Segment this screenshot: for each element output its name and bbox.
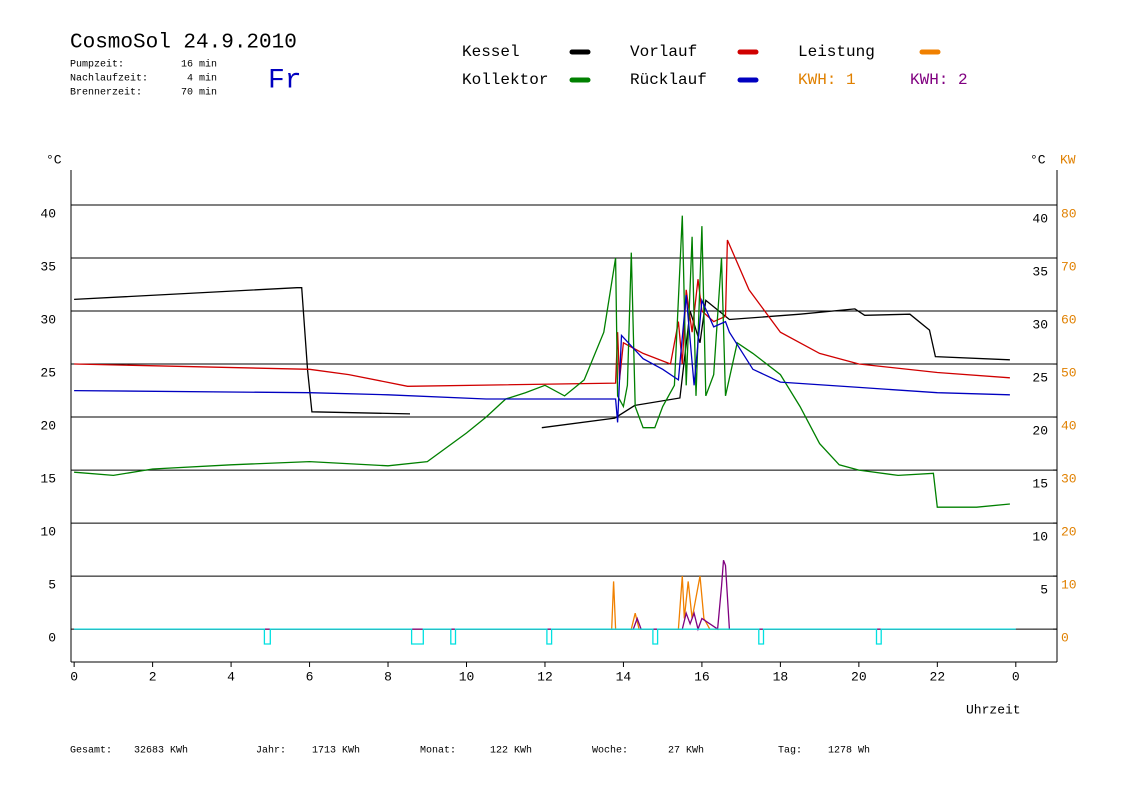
total-label: Jahr:	[256, 745, 286, 757]
info-label: Brennerzeit:	[70, 87, 142, 99]
y-tick-label: 35	[40, 259, 56, 274]
y2-axis-unit: °C	[1030, 152, 1046, 167]
y2-tick-label: 0	[1061, 631, 1069, 646]
y-tick-label: 15	[40, 472, 56, 487]
total-value: 122 KWh	[490, 745, 532, 757]
total-label: Monat:	[420, 746, 456, 757]
y-axis-unit: °C	[46, 152, 62, 167]
y-right-tick-label: 5	[1040, 583, 1048, 598]
total-value: 27 KWh	[668, 745, 704, 757]
y-tick-label: 30	[40, 312, 56, 327]
y-tick-label: 10	[40, 525, 56, 540]
x-tick-label: 0	[1012, 669, 1020, 684]
y-right-tick-label: 25	[1032, 370, 1048, 385]
weekday: Fr	[268, 65, 302, 96]
series-line	[74, 575, 1016, 630]
y-right-tick-label: 40	[1032, 211, 1048, 226]
legend-label: Rücklauf	[630, 71, 707, 89]
x-tick-label: 16	[694, 669, 710, 684]
info-label: Pumpzeit:	[70, 59, 124, 71]
x-tick-label: 10	[459, 669, 475, 684]
legend-label: Vorlauf	[630, 43, 697, 61]
y2-tick-label: 30	[1061, 472, 1077, 487]
total-label: Gesamt:	[70, 746, 112, 757]
y-tick-label: 25	[40, 365, 56, 380]
x-tick-label: 4	[227, 669, 235, 684]
total-value: 1278 Wh	[828, 745, 870, 757]
info-value: 16 min	[181, 59, 217, 71]
y-right-tick-label: 30	[1032, 317, 1048, 332]
total-label: Tag:	[778, 746, 802, 757]
y2-tick-label: 20	[1061, 525, 1077, 540]
y-tick-label: 5	[48, 578, 56, 593]
y2-axis-label: KW	[1060, 152, 1076, 167]
total-value: 32683 KWh	[134, 745, 188, 757]
legend-label: Leistung	[798, 43, 875, 61]
y2-tick-label: 10	[1061, 578, 1077, 593]
series-line	[74, 287, 1010, 429]
y-tick-label: 20	[40, 418, 56, 433]
info-value: 70 min	[181, 87, 217, 99]
y-right-tick-label: 10	[1032, 530, 1048, 545]
y2-tick-label: 80	[1061, 206, 1077, 221]
x-tick-label: 0	[70, 669, 78, 684]
y2-tick-label: 70	[1061, 259, 1077, 274]
series-line	[74, 295, 1010, 423]
y2-tick-label: 50	[1061, 365, 1077, 380]
total-value: 1713 KWh	[312, 745, 360, 757]
info-label: Nachlaufzeit:	[70, 73, 148, 85]
y-right-tick-label: 15	[1032, 477, 1048, 492]
series-line	[74, 239, 1010, 387]
x-axis-label: Uhrzeit	[966, 702, 1021, 717]
x-tick-label: 8	[384, 669, 392, 684]
kwh-label: KWH: 2	[910, 71, 968, 89]
y-right-tick-label: 35	[1032, 264, 1048, 279]
x-tick-label: 18	[773, 669, 789, 684]
series-line	[74, 628, 1016, 645]
info-value: 4 min	[187, 73, 217, 85]
y-tick-label: 40	[40, 206, 56, 221]
chart-title: CosmoSol 24.9.2010	[70, 32, 297, 55]
series-line	[74, 559, 1016, 632]
x-tick-label: 20	[851, 669, 867, 684]
x-tick-label: 14	[616, 669, 632, 684]
y2-tick-label: 60	[1061, 312, 1077, 327]
total-label: Woche:	[592, 745, 628, 757]
series-line	[74, 215, 1010, 508]
kwh-label: KWH: 1	[798, 71, 856, 89]
x-tick-label: 2	[149, 669, 157, 684]
y2-tick-label: 40	[1061, 418, 1077, 433]
legend-label: Kollektor	[462, 71, 548, 89]
y-right-tick-label: 20	[1032, 423, 1048, 438]
x-tick-label: 12	[537, 669, 553, 684]
y-tick-label: 0	[48, 631, 56, 646]
x-tick-label: 22	[930, 669, 946, 684]
x-tick-label: 6	[306, 669, 314, 684]
legend-label: Kessel	[462, 43, 520, 61]
